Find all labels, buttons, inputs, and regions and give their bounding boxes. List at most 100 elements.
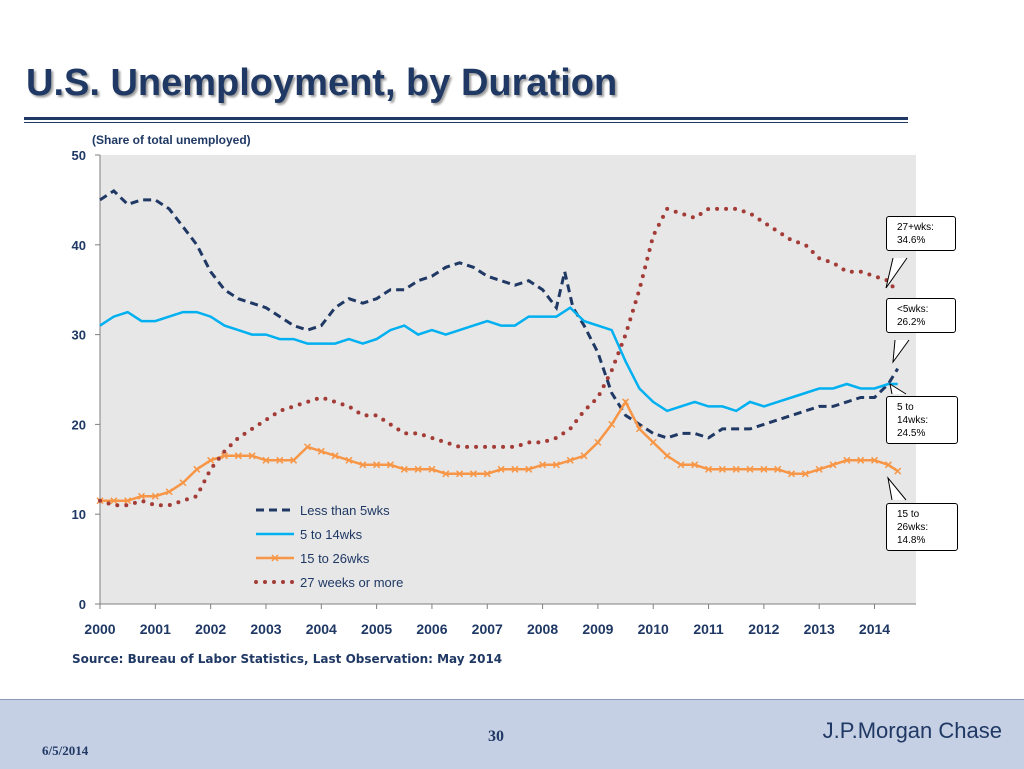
data-point [787, 470, 796, 478]
brand-name: J.P.Morgan Chase [822, 718, 1002, 743]
data-point [303, 443, 311, 451]
footer-date: 6/5/2014 [42, 743, 89, 758]
data-point [552, 461, 560, 469]
data-point [345, 456, 353, 464]
x-tick-label: 2008 [527, 621, 558, 637]
data-point [539, 461, 547, 469]
x-tick-label: 2000 [84, 621, 115, 637]
data-point [691, 461, 699, 469]
y-tick-label: 30 [72, 328, 86, 343]
x-tick-label: 2001 [140, 621, 171, 637]
y-tick-label: 10 [72, 507, 86, 522]
data-point [870, 456, 879, 464]
plot-area [100, 155, 916, 604]
data-point [193, 465, 201, 473]
data-point [165, 488, 173, 496]
data-point [276, 456, 284, 464]
data-point [290, 456, 298, 464]
x-tick-label: 2010 [638, 621, 669, 637]
data-point [511, 465, 519, 473]
data-point [331, 452, 339, 460]
callout-pointer-1 [892, 339, 910, 364]
data-point [760, 465, 768, 473]
footer-bar: 6/5/2014 30 J.P.Morgan Chase [0, 699, 1024, 769]
data-point [580, 452, 588, 460]
x-tick-label: 2006 [416, 621, 447, 637]
data-point [248, 452, 256, 460]
callout-5to14-line2: 14wks: [897, 415, 929, 426]
callout-pointer-2 [889, 382, 907, 395]
data-point [497, 465, 505, 473]
data-point [649, 438, 657, 446]
chart-subtitle: (Share of total unemployed) [92, 133, 251, 147]
source-note: Source: Bureau of Labor Statistics, Last… [72, 652, 503, 666]
callout-lt5: <5wks: 26.2% [886, 298, 956, 333]
data-point [137, 492, 146, 500]
data-point [262, 456, 270, 464]
callout-5to14: 5 to 14wks: 24.5% [886, 396, 958, 444]
data-point [732, 465, 740, 473]
callout-5to14-line1: 5 to [897, 402, 914, 413]
data-point [894, 467, 902, 475]
legend-label-0: Less than 5wks [300, 503, 390, 518]
data-point [469, 470, 477, 478]
data-point [442, 470, 450, 478]
callout-27plus-line2: 34.6% [897, 235, 926, 246]
callout-27plus: 27+wks: 34.6% [886, 216, 956, 251]
x-tick-label: 2007 [472, 621, 503, 637]
data-point [608, 420, 616, 428]
data-point [594, 438, 602, 446]
x-tick-label: 2013 [804, 621, 835, 637]
callout-pointer-0 [885, 257, 908, 289]
data-point [801, 470, 809, 478]
callout-15to26-line3: 14.8% [897, 535, 926, 546]
data-point [110, 497, 118, 505]
x-tick-label: 2011 [693, 621, 724, 637]
y-tick-label: 20 [72, 417, 86, 432]
callout-5to14-line3: 24.5% [897, 428, 926, 439]
data-point [414, 465, 422, 473]
legend-label-2: 15 to 26wks [300, 551, 370, 566]
data-point [151, 492, 159, 500]
data-point [207, 456, 215, 464]
y-tick-label: 40 [72, 238, 86, 253]
data-point [428, 465, 436, 473]
series-line-3 [98, 206, 900, 508]
data-point [179, 479, 187, 487]
callout-lt5-line1: <5wks: [897, 304, 929, 315]
y-tick-label: 50 [72, 148, 86, 163]
callout-pointer-3 [887, 476, 907, 501]
data-point [359, 461, 367, 469]
data-point [884, 461, 892, 469]
data-point [677, 461, 685, 469]
x-tick-label: 2003 [250, 621, 281, 637]
data-point [386, 461, 394, 469]
legend-marker [271, 554, 279, 562]
data-point [663, 452, 671, 460]
callout-lt5-line2: 26.2% [897, 317, 926, 328]
series-line-0 [99, 188, 899, 440]
data-point [317, 447, 325, 455]
data-point [456, 470, 464, 478]
data-point [635, 425, 643, 433]
callout-15to26-line2: 26wks: [897, 522, 929, 533]
data-point [400, 465, 408, 473]
x-tick-label: 2012 [748, 621, 779, 637]
y-tick-label: 0 [79, 597, 86, 612]
callout-27plus-line1: 27+wks: [897, 222, 934, 233]
data-point [622, 398, 630, 406]
x-tick-label: 2009 [582, 621, 613, 637]
legend-label-3: 27 weeks or more [300, 575, 403, 590]
x-tick-label: 2004 [306, 621, 337, 637]
data-point [857, 456, 865, 464]
data-point [124, 497, 132, 505]
data-point [483, 470, 491, 478]
title-rule-thin [24, 122, 908, 123]
data-point [525, 465, 533, 473]
data-point [234, 452, 242, 460]
callout-15to26: 15 to 26wks: 14.8% [886, 503, 958, 551]
data-point [815, 465, 823, 473]
data-point [843, 456, 851, 464]
x-tick-label: 2014 [859, 621, 890, 637]
data-point [705, 465, 713, 473]
